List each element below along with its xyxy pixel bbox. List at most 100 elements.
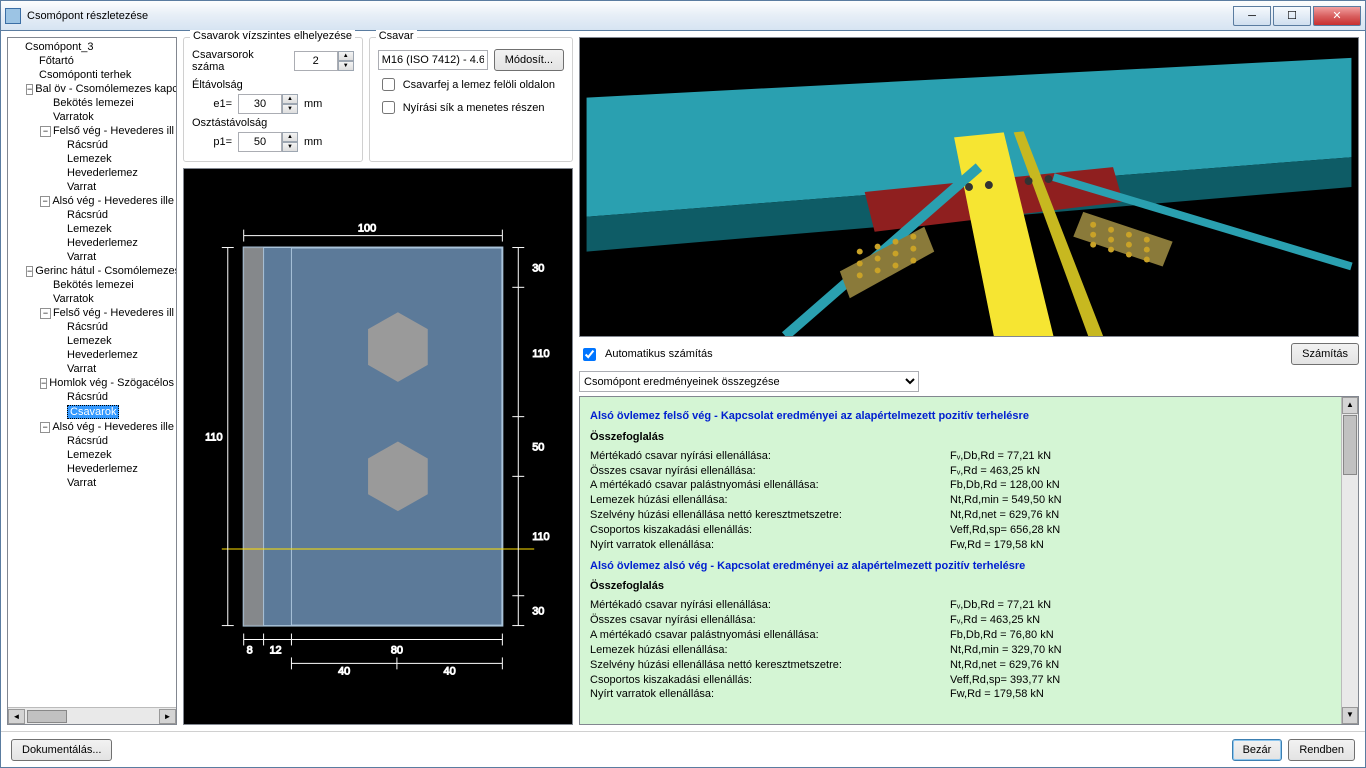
maximize-button[interactable]: ☐ — [1273, 6, 1311, 26]
shear-thread-checkbox[interactable] — [382, 101, 395, 114]
tree-label: Varratok — [53, 111, 94, 123]
e1-unit: mm — [304, 98, 322, 110]
p1-spinner[interactable]: ▲▼ — [238, 132, 298, 152]
tree-item[interactable]: Lemezek — [10, 334, 174, 348]
tree-view[interactable]: Csomópont_3FőtartóCsomóponti terhek−Bal … — [8, 38, 176, 707]
tree-h-scrollbar[interactable]: ◄ ► — [8, 707, 176, 724]
svg-text:40: 40 — [444, 665, 456, 677]
right-pane: Automatikus számítás Számítás Csomópont … — [579, 37, 1359, 725]
expand-icon[interactable]: − — [40, 196, 50, 207]
tree-item[interactable]: −Gerinc hátul - Csomólemezes — [10, 264, 174, 278]
e1-input[interactable] — [238, 94, 282, 114]
doc-button[interactable]: Dokumentálás... — [11, 739, 112, 761]
e1-spinner[interactable]: ▲▼ — [238, 94, 298, 114]
tree-item[interactable]: Hevederlemez — [10, 236, 174, 250]
tree-item[interactable]: Csomópont_3 — [10, 40, 174, 54]
tree-label: Rácsrúd — [67, 435, 108, 447]
expand-icon[interactable]: − — [40, 308, 51, 319]
tree-item[interactable]: Lemezek — [10, 222, 174, 236]
result-line: Összes csavar nyírási ellenállása:Fᵥ,Rd … — [590, 613, 1331, 628]
bolt-diagram[interactable]: 100 110 30 110 50 110 30 8 12 80 40 40 — [183, 168, 573, 725]
tree-item[interactable]: −Alsó vég - Hevederes ille — [10, 194, 174, 208]
scroll-down-icon[interactable]: ▼ — [1342, 707, 1358, 724]
tree-label: Lemezek — [67, 153, 112, 165]
svg-text:30: 30 — [532, 262, 544, 274]
spin-down-icon[interactable]: ▼ — [338, 61, 354, 71]
scroll-thumb[interactable] — [1343, 415, 1357, 475]
result-line: Szelvény húzási ellenállása nettó keresz… — [590, 508, 1331, 523]
bolt-spec-input[interactable] — [378, 50, 488, 70]
results-v-scrollbar[interactable]: ▲ ▼ — [1341, 397, 1358, 724]
tree-item[interactable]: Csavarok — [10, 404, 174, 420]
close-dialog-button[interactable]: Bezár — [1232, 739, 1283, 761]
tree-item[interactable]: Csomóponti terhek — [10, 68, 174, 82]
expand-icon[interactable]: − — [26, 84, 33, 95]
tree-item[interactable]: Rácsrúd — [10, 138, 174, 152]
tree-item[interactable]: Hevederlemez — [10, 166, 174, 180]
tree-item[interactable]: Főtartó — [10, 54, 174, 68]
tree-label: Rácsrúd — [67, 391, 108, 403]
tree-item[interactable]: Varrat — [10, 476, 174, 490]
results-combo[interactable]: Csomópont eredményeinek összegzése — [579, 371, 919, 392]
spin-up-icon[interactable]: ▲ — [282, 94, 298, 104]
tree-item[interactable]: Rácsrúd — [10, 320, 174, 334]
ok-button[interactable]: Rendben — [1288, 739, 1355, 761]
tree-item[interactable]: Bekötés lemezei — [10, 278, 174, 292]
rows-spinner[interactable]: ▲▼ — [294, 51, 354, 71]
tree-item[interactable]: −Homlok vég - Szögacélos — [10, 376, 174, 390]
result-line: Összes csavar nyírási ellenállása:Fᵥ,Rd … — [590, 464, 1331, 479]
scroll-thumb[interactable] — [27, 710, 67, 723]
scroll-right-icon[interactable]: ► — [159, 709, 176, 724]
svg-text:8: 8 — [247, 644, 253, 656]
tree-item[interactable]: Varratok — [10, 292, 174, 306]
minimize-button[interactable]: ─ — [1233, 6, 1271, 26]
scroll-up-icon[interactable]: ▲ — [1342, 397, 1358, 414]
tree-label: Varratok — [53, 293, 94, 305]
tree-item[interactable]: Hevederlemez — [10, 348, 174, 362]
result-line: A mértékadó csavar palástnyomási ellenál… — [590, 628, 1331, 643]
expand-icon[interactable]: − — [26, 266, 33, 277]
expand-icon[interactable]: − — [40, 378, 47, 389]
spin-up-icon[interactable]: ▲ — [282, 132, 298, 142]
tree-item[interactable]: Rácsrúd — [10, 434, 174, 448]
calc-button[interactable]: Számítás — [1291, 343, 1359, 365]
tree-label: Csomópont_3 — [25, 41, 94, 53]
spin-up-icon[interactable]: ▲ — [338, 51, 354, 61]
expand-icon[interactable]: − — [40, 126, 51, 137]
spin-down-icon[interactable]: ▼ — [282, 142, 298, 152]
svg-text:100: 100 — [358, 223, 376, 235]
spin-down-icon[interactable]: ▼ — [282, 104, 298, 114]
tree-label: Homlok vég - Szögacélos — [49, 377, 174, 389]
tree-item[interactable]: −Bal öv - Csomólemezes kapc — [10, 82, 174, 96]
results-panel: Alsó övlemez felső vég - Kapcsolat eredm… — [580, 397, 1341, 724]
tree-label: Varrat — [67, 363, 96, 375]
rows-input[interactable] — [294, 51, 338, 71]
tree-item[interactable]: Varrat — [10, 180, 174, 194]
svg-text:110: 110 — [205, 432, 222, 444]
tree-item[interactable]: Lemezek — [10, 152, 174, 166]
p1-unit: mm — [304, 136, 322, 148]
tree-item[interactable]: Varratok — [10, 110, 174, 124]
view-3d[interactable] — [579, 37, 1359, 337]
expand-icon[interactable]: − — [40, 422, 50, 433]
tree-item[interactable]: Hevederlemez — [10, 462, 174, 476]
auto-calc-checkbox[interactable] — [583, 348, 596, 361]
window-title: Csomópont részletezése — [27, 10, 1233, 22]
scroll-left-icon[interactable]: ◄ — [8, 709, 25, 724]
tree-label: Bal öv - Csomólemezes kapc — [35, 83, 176, 95]
tree-item[interactable]: Rácsrúd — [10, 390, 174, 404]
modify-button[interactable]: Módosít... — [494, 49, 564, 71]
tree-item[interactable]: −Felső vég - Hevederes ill — [10, 306, 174, 320]
tree-item[interactable]: Varrat — [10, 362, 174, 376]
tree-item[interactable]: −Alsó vég - Hevederes ille — [10, 420, 174, 434]
close-button[interactable]: ✕ — [1313, 6, 1361, 26]
tree-item[interactable]: −Felső vég - Hevederes ill — [10, 124, 174, 138]
tree-item[interactable]: Bekötés lemezei — [10, 96, 174, 110]
tree-item[interactable]: Varrat — [10, 250, 174, 264]
tree-item[interactable]: Rácsrúd — [10, 208, 174, 222]
results-wrap: Alsó övlemez felső vég - Kapcsolat eredm… — [579, 396, 1359, 725]
p1-input[interactable] — [238, 132, 282, 152]
head-side-checkbox[interactable] — [382, 78, 395, 91]
tree-item[interactable]: Lemezek — [10, 448, 174, 462]
tree-label: Csavarok — [67, 405, 119, 419]
